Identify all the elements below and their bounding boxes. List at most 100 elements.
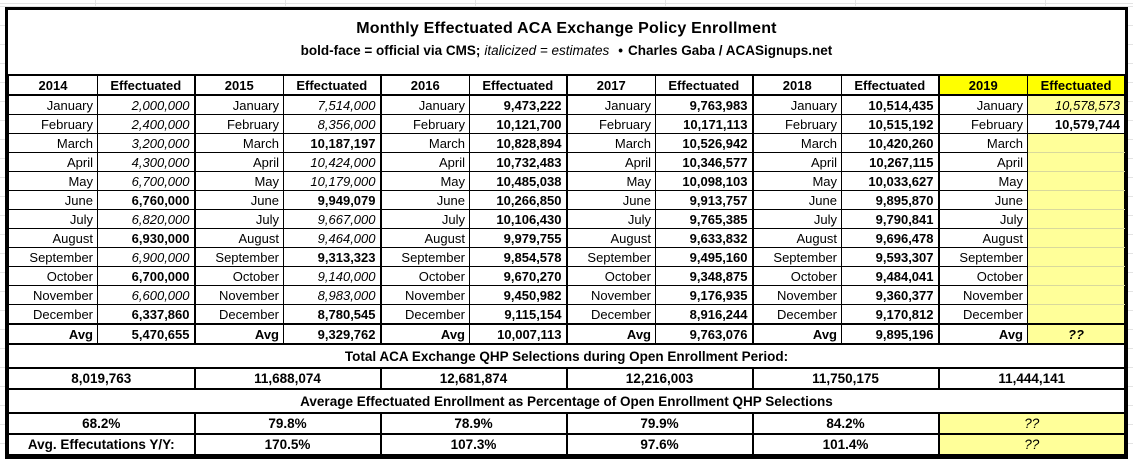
value-2014-august: 6,930,000 [97,228,195,248]
month-label-2015-march: March [193,133,284,153]
value-2016-september: 9,854,578 [469,247,567,267]
table-row: 8,019,763 11,688,074 12,681,874 12,216,003 1… [8,367,1125,390]
avg-value-2014: 5,470,655 [97,323,195,345]
pct-of-qhp-2018: 84.2% [751,412,939,435]
value-2015-december: 8,780,545 [283,304,381,325]
month-label-2018-july: July [751,209,842,229]
value-2018-january: 10,514,435 [841,94,939,115]
month-label-2016-october: October [379,266,470,286]
value-2017-july: 9,765,385 [655,209,753,229]
value-2018-june: 9,895,870 [841,190,939,210]
avg-value-2018: 9,895,196 [841,323,939,345]
month-label-2017-april: April [565,152,656,172]
value-2014-may: 6,700,000 [97,171,195,191]
month-label-2017-may: May [565,171,656,191]
month-label-2016-august: August [379,228,470,248]
table-row: Average Effectuated Enrollment as Percen… [8,388,1125,414]
value-2014-april: 4,300,000 [97,152,195,172]
month-label-2019-november: November [937,285,1028,305]
value-2018-april: 10,267,115 [841,152,939,172]
month-label-2017-january: January [565,94,656,115]
title-block: Monthly Effectuated ACA Exchange Policy … [8,10,1125,74]
month-label-2018-april: April [751,152,842,172]
yy-pct-2018: 101.4% [751,433,939,456]
value-2018-may: 10,033,627 [841,171,939,191]
month-label-2019-june: June [937,190,1028,210]
value-2015-june: 9,949,079 [283,190,381,210]
year-header-2017: 2017 [565,74,656,96]
month-label-2017-december: December [565,304,656,325]
value-2014-november: 6,600,000 [97,285,195,305]
month-label-2015-june: June [193,190,284,210]
yy-pct-2016: 107.3% [379,433,567,456]
table-row: Total ACA Exchange QHP Selections during… [8,343,1125,369]
qhp-total-2016: 12,681,874 [379,367,567,390]
enrollment-table: 2014 Effectuated 2015 Effectuated 2016 Effect… [8,74,1125,456]
value-2016-february: 10,121,700 [469,114,567,134]
year-header-2015: 2015 [193,74,284,96]
month-label-2018-september: September [751,247,842,267]
month-label-2016-december: December [379,304,470,325]
month-label-2015-september: September [193,247,284,267]
value-2018-march: 10,420,260 [841,133,939,153]
month-label-2019-may: May [937,171,1028,191]
month-label-2014-january: January [8,94,98,115]
month-label-2016-may: May [379,171,470,191]
subtitle-credit: Charles Gaba / ACASignups.net [628,43,833,58]
value-2014-september: 6,900,000 [97,247,195,267]
month-label-2016-july: July [379,209,470,229]
month-label-2015-december: December [193,304,284,325]
yy-pct-2015: 170.5% [193,433,381,456]
value-2018-december: 9,170,812 [841,304,939,325]
value-2019-june [1027,190,1125,210]
month-label-2016-march: March [379,133,470,153]
value-2014-march: 3,200,000 [97,133,195,153]
month-label-2014-may: May [8,171,98,191]
table-row: March 3,200,000 March 10,187,197 March 10,828… [8,133,1125,153]
value-2019-february: 10,579,744 [1027,114,1125,134]
month-label-2014-february: February [8,114,98,134]
value-2017-june: 9,913,757 [655,190,753,210]
value-2015-august: 9,464,000 [283,228,381,248]
value-2015-january: 7,514,000 [283,94,381,115]
table-row: May 6,700,000 May 10,179,000 May 10,485,038 Ma… [8,171,1125,191]
pct-of-qhp-2015: 79.8% [193,412,381,435]
value-2019-december [1027,304,1125,325]
value-2015-november: 8,983,000 [283,285,381,305]
month-label-2016-january: January [379,94,470,115]
value-2019-july [1027,209,1125,229]
month-label-2017-june: June [565,190,656,210]
value-2014-january: 2,000,000 [97,94,195,115]
avg-label-2017: Avg [565,323,656,345]
month-label-2015-may: May [193,171,284,191]
qhp-total-2017: 12,216,003 [565,367,753,390]
value-2017-october: 9,348,875 [655,266,753,286]
value-2015-february: 8,356,000 [283,114,381,134]
table-row: November 6,600,000 November 8,983,000 Novemb… [8,285,1125,305]
value-2017-november: 9,176,935 [655,285,753,305]
month-label-2017-july: July [565,209,656,229]
avg-label-2019: Avg [937,323,1028,345]
value-2018-november: 9,360,377 [841,285,939,305]
value-2019-november [1027,285,1125,305]
table-row: 68.2% 79.8% 78.9% 79.9% 84.2%?? [8,412,1125,435]
pct-of-qhp-2017: 79.9% [565,412,753,435]
avg-value-2017: 9,763,076 [655,323,753,345]
month-label-2015-october: October [193,266,284,286]
month-label-2016-september: September [379,247,470,267]
value-2019-october [1027,266,1125,286]
value-2016-july: 10,106,430 [469,209,567,229]
avg-label-2014: Avg [8,323,98,345]
value-2014-december: 6,337,860 [97,304,195,325]
effectuated-header-2018: Effectuated [841,74,939,96]
table-row: August 6,930,000 August 9,464,000 August 9,97… [8,228,1125,248]
qhp-total-2019: 11,444,141 [937,367,1125,390]
value-2016-august: 9,979,755 [469,228,567,248]
page-subtitle: bold-face = official via CMS; italicized … [8,43,1125,58]
year-header-2014: 2014 [8,74,98,96]
value-2015-march: 10,187,197 [283,133,381,153]
table-row: Avg 5,470,655 Avg 9,329,762 Avg 10,007,113 Avg… [8,323,1125,345]
table-row: June 6,760,000 June 9,949,079 June 10,266,850… [8,190,1125,210]
month-label-2019-february: February [937,114,1028,134]
qhp-section-title: Total ACA Exchange QHP Selections during… [8,343,1125,369]
